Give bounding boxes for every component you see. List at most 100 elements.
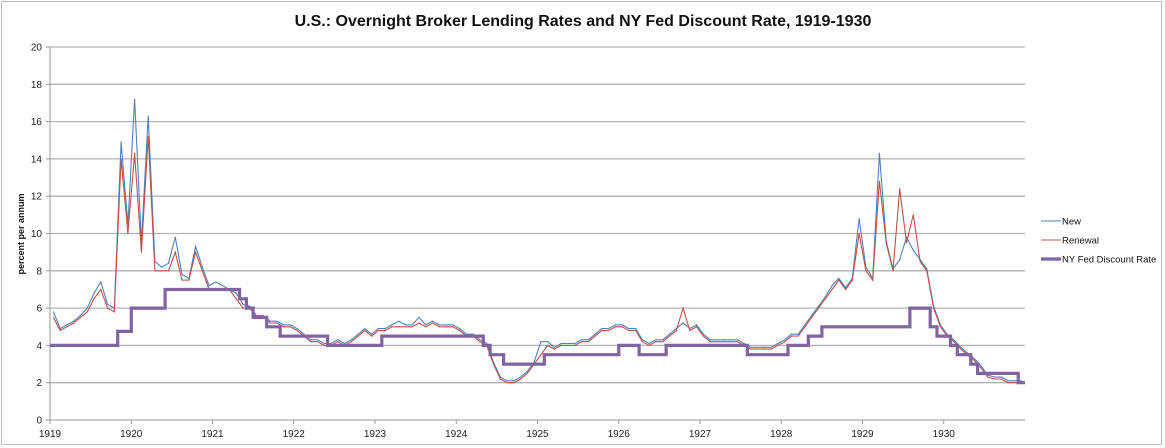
data-point bbox=[269, 322, 271, 324]
data-point bbox=[513, 382, 515, 384]
data-point bbox=[86, 311, 88, 313]
data-point bbox=[993, 376, 996, 378]
data-point bbox=[838, 279, 840, 281]
data-point bbox=[831, 288, 833, 291]
data-point bbox=[594, 335, 596, 337]
data-point bbox=[154, 270, 156, 272]
data-point bbox=[899, 188, 901, 190]
data-point bbox=[438, 324, 440, 326]
data-point bbox=[628, 329, 630, 332]
data-point bbox=[702, 335, 704, 337]
data-point bbox=[59, 329, 61, 332]
data-point bbox=[194, 251, 197, 253]
y-tick-label: 10 bbox=[31, 229, 43, 240]
data-point bbox=[865, 270, 867, 272]
y-tick-label: 6 bbox=[36, 304, 42, 315]
data-point bbox=[1000, 376, 1002, 378]
y-tick-label: 0 bbox=[36, 416, 42, 427]
data-point bbox=[811, 314, 813, 317]
data-point bbox=[655, 339, 657, 341]
data-point bbox=[208, 285, 210, 287]
data-point bbox=[831, 285, 833, 287]
data-point bbox=[899, 259, 901, 261]
data-point bbox=[120, 158, 122, 160]
data-point bbox=[675, 329, 677, 332]
data-point bbox=[431, 322, 434, 324]
data-point bbox=[161, 266, 163, 268]
data-point bbox=[371, 335, 373, 337]
data-point bbox=[289, 326, 291, 328]
data-point bbox=[140, 251, 143, 253]
x-tick-label: 1924 bbox=[445, 429, 468, 440]
data-point bbox=[817, 307, 820, 309]
x-tick-label: 1927 bbox=[689, 429, 712, 440]
data-point bbox=[519, 376, 522, 378]
data-point bbox=[662, 339, 664, 341]
data-point bbox=[756, 346, 759, 348]
data-point bbox=[425, 326, 427, 328]
data-point bbox=[736, 339, 738, 341]
data-point bbox=[106, 303, 109, 305]
data-point bbox=[919, 260, 921, 263]
data-point bbox=[235, 292, 237, 294]
data-point bbox=[52, 316, 54, 319]
data-point bbox=[770, 348, 772, 350]
data-point bbox=[147, 135, 149, 138]
data-point bbox=[973, 357, 975, 360]
data-point bbox=[86, 307, 88, 309]
data-point bbox=[736, 341, 738, 343]
data-point bbox=[79, 314, 82, 317]
data-point bbox=[1014, 380, 1016, 382]
data-point bbox=[445, 326, 447, 328]
data-point bbox=[316, 341, 319, 343]
data-point bbox=[398, 320, 400, 322]
data-point bbox=[174, 251, 176, 253]
data-point bbox=[587, 341, 589, 343]
data-point bbox=[987, 376, 989, 378]
data-point bbox=[479, 339, 481, 341]
data-point bbox=[648, 342, 650, 345]
data-point bbox=[635, 329, 637, 332]
data-point bbox=[377, 328, 379, 330]
data-point bbox=[384, 329, 386, 332]
data-point bbox=[398, 326, 400, 328]
data-point bbox=[174, 236, 176, 238]
data-point bbox=[452, 326, 454, 328]
data-point bbox=[607, 328, 610, 330]
data-point bbox=[797, 333, 799, 335]
data-point bbox=[418, 316, 420, 319]
data-point bbox=[851, 279, 853, 281]
data-point bbox=[310, 339, 312, 341]
data-point bbox=[316, 339, 319, 341]
data-point bbox=[215, 281, 217, 283]
data-point bbox=[560, 344, 562, 346]
data-point bbox=[696, 326, 698, 328]
data-point bbox=[242, 307, 244, 309]
data-point bbox=[784, 341, 786, 343]
data-point bbox=[269, 320, 271, 322]
data-point bbox=[553, 348, 556, 350]
data-point bbox=[411, 324, 413, 326]
data-point bbox=[790, 335, 793, 337]
data-point bbox=[912, 249, 914, 251]
data-point bbox=[844, 286, 847, 289]
data-point bbox=[147, 115, 149, 117]
data-point bbox=[960, 346, 962, 348]
data-point bbox=[357, 333, 359, 335]
data-point bbox=[777, 342, 779, 345]
data-point bbox=[1007, 380, 1009, 382]
data-point bbox=[574, 342, 576, 345]
series-line-ny-fed-discount-rate bbox=[50, 287, 1025, 385]
data-point bbox=[52, 311, 54, 313]
data-point bbox=[181, 279, 183, 281]
data-point bbox=[134, 152, 136, 154]
data-point bbox=[289, 324, 291, 326]
data-point bbox=[201, 266, 203, 268]
data-point bbox=[885, 242, 887, 244]
data-point bbox=[499, 378, 501, 380]
data-point bbox=[282, 326, 285, 328]
x-tick-label: 1930 bbox=[933, 429, 956, 440]
data-point bbox=[601, 329, 603, 332]
data-point bbox=[682, 322, 684, 324]
